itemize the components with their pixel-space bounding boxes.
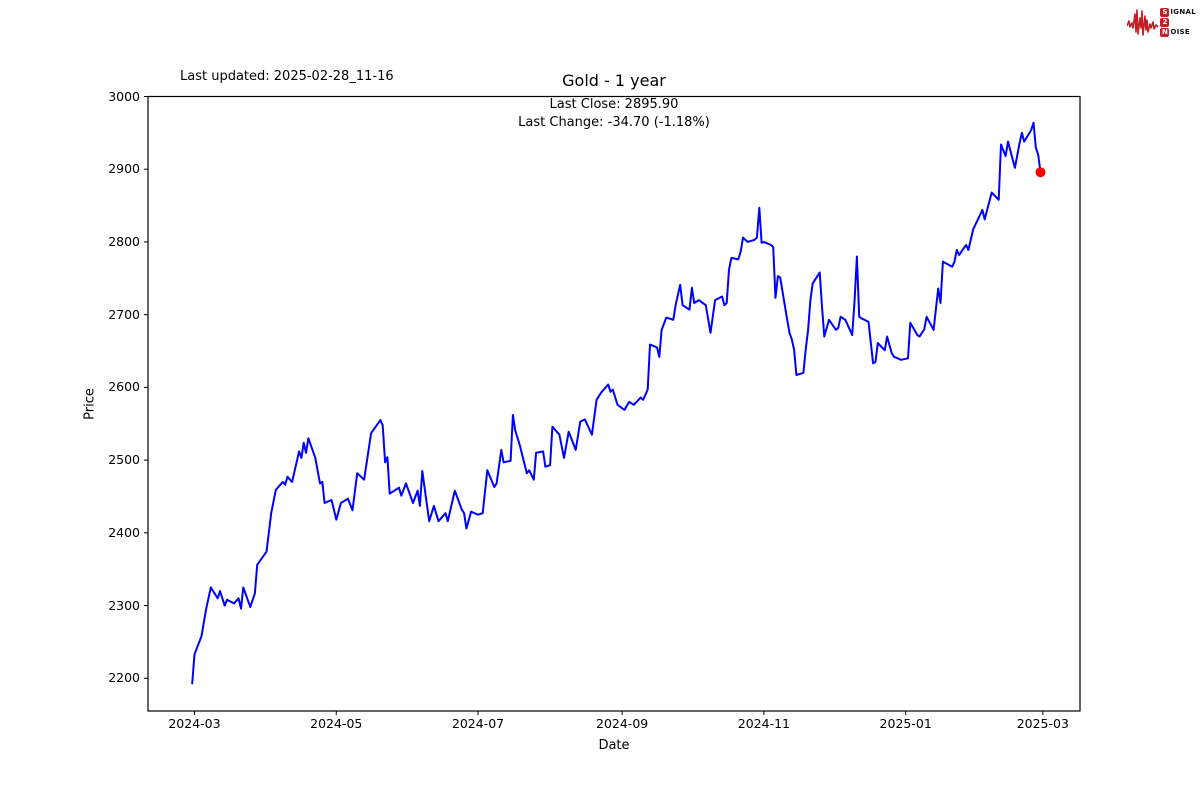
x-tick-label: 2025-01 [879, 716, 932, 731]
y-tick-label: 2700 [108, 306, 140, 322]
logo-row-signal: S IGNAL [1160, 7, 1196, 17]
x-tick-label: 2024-09 [596, 716, 649, 731]
last-change-text: Last Change: -34.70 (-1.18%) [518, 115, 710, 130]
chart-title: Gold - 1 year [562, 71, 666, 90]
plot-border [147, 95, 1081, 712]
waveform-icon [1127, 9, 1159, 36]
axis-tick-marks [144, 96, 1044, 715]
logo-text-oise: OISE [1170, 28, 1190, 36]
y-tick-label: 2300 [108, 597, 140, 613]
signal2noise-logo: S IGNAL 2 N OISE [1127, 3, 1196, 37]
y-tick-label: 2500 [108, 452, 140, 468]
y-tick-label: 3000 [108, 88, 140, 104]
last-updated-text: Last updated: 2025-02-28_11-16 [180, 69, 394, 84]
logo-row-2: 2 [1160, 17, 1196, 27]
last-price-marker [1035, 167, 1046, 178]
y-tick-label: 2400 [108, 524, 140, 540]
y-tick-label: 2800 [108, 233, 140, 249]
x-tick-label: 2024-07 [451, 716, 505, 731]
logo-badge-n: N [1160, 27, 1170, 37]
logo-badge-2: 2 [1160, 17, 1170, 27]
logo-badge-s: S [1160, 7, 1170, 17]
x-tick-label: 2025-03 [1016, 716, 1069, 731]
x-axis-label: Date [598, 738, 630, 753]
logo-text: S IGNAL 2 N OISE [1160, 7, 1196, 37]
y-tick-label: 2900 [108, 161, 140, 177]
logo-text-ignal: IGNAL [1170, 8, 1196, 16]
x-tick-label: 2024-05 [310, 716, 363, 731]
last-close-text: Last Close: 2895.90 [549, 97, 679, 112]
y-tick-label: 2600 [108, 379, 140, 395]
x-tick-label: 2024-03 [168, 716, 221, 731]
logo-row-noise: N OISE [1160, 27, 1196, 37]
price-line-series [191, 121, 1042, 685]
x-tick-label: 2024-11 [737, 716, 791, 731]
y-tick-label: 2200 [108, 670, 140, 686]
